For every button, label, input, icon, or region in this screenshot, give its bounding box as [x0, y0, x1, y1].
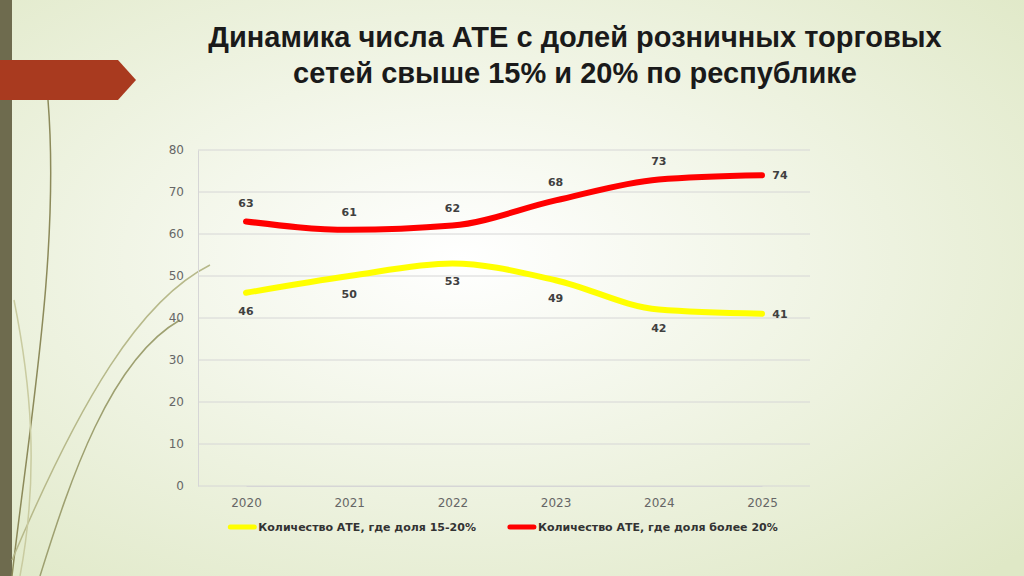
data-label: 41: [772, 308, 787, 321]
decoration: [12, 100, 210, 576]
series-line: [246, 175, 762, 230]
legend-label: Количество АТЕ, где доля более 20%: [538, 521, 778, 534]
data-label: 62: [445, 202, 460, 215]
background: [0, 0, 1024, 576]
y-tick: 40: [169, 311, 198, 325]
y-tick-label: 50: [169, 269, 184, 283]
grid-line: [198, 402, 810, 403]
title-line: сетей свыше 15% и 20% по республике: [293, 57, 857, 89]
x-axis: 2020 2021 2022 2023 2024 2025: [231, 486, 778, 510]
y-tick: 60: [169, 227, 198, 241]
title: Динамика числа АТЕ с долей розничных тор…: [208, 21, 941, 89]
x-tick-label: 2021: [334, 496, 365, 510]
y-tick-label: 20: [169, 395, 184, 409]
title-arrow: [0, 60, 136, 100]
y-tick-label: 80: [169, 143, 184, 157]
y-tick-label: 60: [169, 227, 184, 241]
title-line: Динамика числа АТЕ с долей розничных тор…: [208, 21, 941, 53]
y-tick: 10: [169, 437, 198, 451]
legend-swatch: [230, 525, 254, 530]
y-tick-label: 40: [169, 311, 184, 325]
y-tick-label: 30: [169, 353, 184, 367]
x-tick: 2025: [747, 486, 778, 510]
x-tick: 2024: [644, 486, 675, 510]
data-label: 73: [651, 155, 666, 168]
data-label: 63: [238, 197, 253, 210]
grid-line: [198, 360, 810, 361]
y-tick: 70: [169, 185, 198, 199]
x-tick: 2021: [334, 486, 365, 510]
decor-curve: [12, 100, 51, 576]
decor-curve: [12, 265, 210, 560]
legend-label: Количество АТЕ, где доля 15-20%: [258, 521, 476, 534]
y-axis-line: [198, 151, 199, 487]
lines: [246, 175, 762, 314]
legend-item: Количество АТЕ, где доля более 20%: [510, 521, 778, 534]
x-tick: 2022: [438, 486, 469, 510]
x-tick-label: 2022: [438, 496, 469, 510]
legend-swatch: [510, 525, 534, 530]
x-axis-line: [247, 486, 763, 487]
x-tick-label: 2020: [231, 496, 262, 510]
y-tick: 50: [169, 269, 198, 283]
legend: Количество АТЕ, где доля 15-20% Количеств…: [230, 521, 777, 534]
y-tick-label: 10: [169, 437, 184, 451]
y-tick: 80: [169, 143, 198, 157]
x-tick: 2020: [231, 486, 262, 510]
grid: [198, 150, 810, 486]
grid-line: [198, 486, 810, 487]
grid-line: [198, 150, 810, 151]
series-line: [246, 263, 762, 313]
data-label: 61: [342, 206, 357, 219]
data-label: 42: [651, 322, 666, 335]
x-tick-label: 2025: [747, 496, 778, 510]
data-label: 46: [238, 305, 254, 318]
y-tick: 30: [169, 353, 198, 367]
grid-line: [198, 444, 810, 445]
y-tick-label: 70: [169, 185, 184, 199]
y-tick: 20: [169, 395, 198, 409]
data-label: 74: [772, 169, 788, 182]
x-tick-label: 2024: [644, 496, 675, 510]
grid-line: [198, 318, 810, 319]
y-tick-label: 0: [176, 479, 184, 493]
data-label: 68: [548, 176, 563, 189]
y-axis: 0 10 20 30 40 50 60 70 80: [169, 143, 199, 493]
grid-line: [198, 276, 810, 277]
chart: Динамика числа АТЕ с долей розничных тор…: [0, 0, 1024, 576]
data-label: 49: [548, 292, 563, 305]
decor-curve: [40, 320, 180, 576]
y-tick: 0: [176, 479, 198, 493]
decor-curve: [14, 300, 31, 576]
data-label: 50: [342, 288, 358, 301]
legend-item: Количество АТЕ, где доля 15-20%: [230, 521, 476, 534]
data-labels: 46 50 53 49 42 41 63 61 62 68 73 74: [238, 155, 788, 334]
grid-line: [198, 192, 810, 193]
x-tick-label: 2023: [541, 496, 572, 510]
data-label: 53: [445, 275, 460, 288]
grid-line: [198, 234, 810, 235]
x-tick: 2023: [541, 486, 572, 510]
